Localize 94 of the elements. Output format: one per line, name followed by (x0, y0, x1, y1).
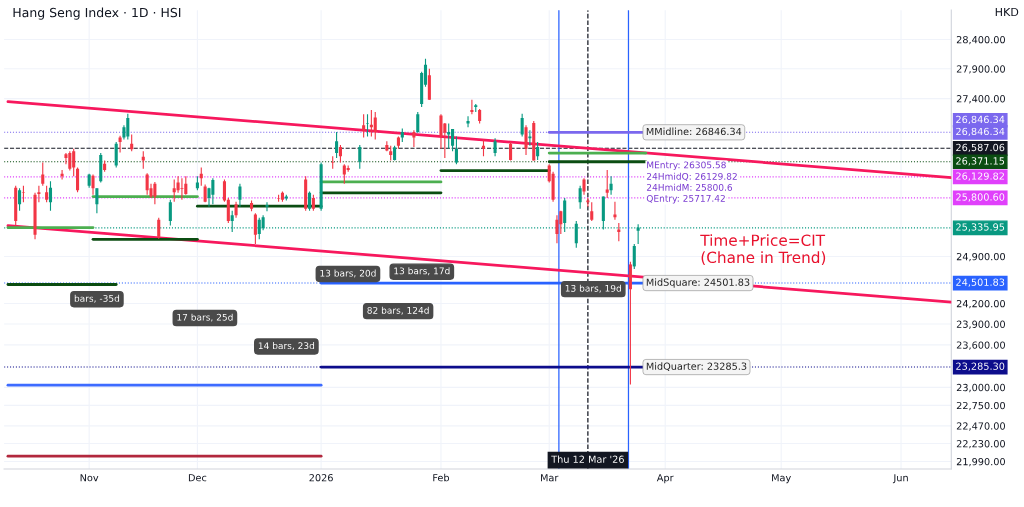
candlestick (454, 135, 458, 165)
candlestick (91, 173, 95, 196)
y-tick-label: 24,200.00 (956, 299, 1005, 309)
annotation: MidSquare: 24501.83 (646, 278, 750, 288)
candlestick (226, 197, 230, 224)
annotation: 13 bars, 19d (565, 284, 621, 293)
y-tick-label: 28,400.00 (956, 35, 1005, 45)
annotation: Time+Price=CIT (Chane in Trend) (700, 234, 826, 265)
candlestick (416, 111, 420, 134)
annotation: 14 bars, 23d (258, 342, 315, 351)
candlestick (470, 99, 474, 115)
candlestick (184, 175, 188, 196)
candlestick (153, 181, 157, 205)
candlestick (632, 243, 636, 270)
annotation: MidQuarter: 23285.3 (646, 362, 747, 371)
candlestick (609, 175, 613, 196)
y-tick-label: 24,900.00 (956, 252, 1005, 262)
candlestick (64, 152, 68, 165)
candlestick (509, 141, 513, 162)
candlestick (451, 128, 455, 152)
annotation: 13 bars, 17d (394, 267, 450, 276)
annotation: MMidline: 26846.34 (646, 127, 742, 136)
candlestick (211, 177, 215, 205)
annotation: 82 bars, 124d (367, 306, 429, 315)
candlestick (238, 183, 242, 208)
x-tick-label: Dec (188, 474, 207, 482)
candlestick (528, 129, 532, 147)
candlestick (590, 201, 594, 222)
ref-line-label: 24,501.83 (956, 278, 1005, 287)
text: HKD (995, 7, 1019, 17)
candlestick (555, 214, 559, 244)
annotation: 13 bars, 20d (320, 269, 376, 278)
candlestick (358, 144, 362, 170)
ref-line-label: 26,129.82 (956, 172, 1004, 181)
y-tick-label: 23,900.00 (956, 320, 1005, 329)
candlestick (524, 124, 528, 156)
candlestick (222, 178, 227, 203)
ref-line-label: 23,285.30 (956, 362, 1005, 371)
candlestick (180, 177, 184, 201)
x-tick-label: 2026 (309, 474, 333, 482)
candlestick (95, 187, 99, 214)
candlestick (466, 115, 470, 128)
candlestick (520, 113, 524, 137)
candlestick (76, 166, 80, 193)
ref-line-label: 25,800.60 (956, 193, 1005, 202)
candlestick (118, 135, 122, 154)
annotation: 17 bars, 25d (177, 313, 233, 322)
candlestick (265, 201, 269, 212)
text: 26,846.34 (956, 115, 1005, 125)
y-tick-label: 22,750.00 (956, 401, 1005, 411)
candlestick (605, 169, 609, 199)
y-tick-label: 23,600.00 (956, 341, 1005, 350)
y-tick-label: 27,900.00 (956, 65, 1005, 74)
candlestick (257, 217, 261, 240)
candlestick (114, 141, 118, 169)
annotation: 24HmidQ: 26129.82 (646, 172, 737, 181)
candlestick (72, 148, 76, 177)
candlestick (362, 113, 366, 139)
y-tick-label: 22,470.00 (956, 422, 1005, 431)
candlestick (578, 185, 582, 210)
chart-title: Hang Seng Index · 1D · HSI (13, 7, 181, 20)
ref-line-label: Thu 12 Mar '26 (551, 455, 624, 463)
ref-line-label: 25,335.95 (956, 223, 1005, 232)
candlestick (168, 199, 172, 227)
x-tick-label: Apr (656, 474, 674, 484)
candlestick (586, 197, 590, 208)
annotation: MEntry: 26305.58 (647, 161, 726, 171)
x-tick-label: Feb (433, 473, 450, 482)
candlestick (172, 178, 176, 203)
candlestick (335, 131, 339, 159)
candlestick (536, 141, 540, 161)
y-tick-label: 27,400.00 (956, 95, 1005, 104)
candlestick (41, 161, 45, 187)
ref-line-label: 26,846.34 (956, 127, 1005, 137)
x-tick-label: Mar (541, 474, 559, 482)
candlestick (68, 150, 72, 172)
candlestick (412, 129, 416, 148)
annotation: QEntry: 25717.42 (646, 194, 725, 204)
x-tick-label: Nov (80, 474, 99, 482)
candlestick (126, 113, 130, 141)
ref-line-label: 26,587.06 (956, 143, 1005, 153)
y-tick-label: 23,000.00 (956, 383, 1005, 393)
ref-line-label: 26,371.15 (956, 157, 1005, 166)
candlestick (447, 122, 451, 150)
y-tick-label: 21,990.00 (956, 457, 1005, 467)
candlestick (157, 217, 161, 240)
x-tick-label: May (772, 474, 791, 484)
annotation: bars, -35d (74, 294, 120, 303)
x-tick-label: Jun (892, 474, 908, 484)
y-tick-label: 22,230.00 (956, 440, 1005, 449)
candlestick (145, 172, 149, 196)
candlestick (373, 111, 377, 141)
annotation: 24HmidM: 25800.6 (646, 183, 733, 191)
candlestick (253, 212, 257, 245)
